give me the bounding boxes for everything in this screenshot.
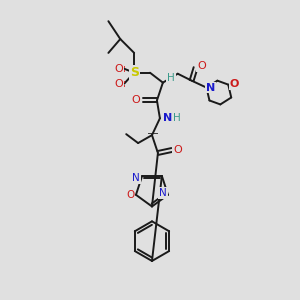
- Text: H: H: [167, 73, 175, 83]
- Text: N: N: [163, 113, 172, 123]
- Text: O: O: [114, 79, 123, 88]
- Text: O: O: [132, 95, 140, 106]
- Text: N: N: [206, 82, 215, 93]
- Text: O: O: [197, 61, 206, 71]
- Text: N: N: [159, 188, 167, 198]
- Text: O: O: [126, 190, 134, 200]
- Text: S: S: [130, 66, 139, 79]
- Text: O: O: [173, 145, 182, 155]
- Text: H: H: [173, 113, 181, 123]
- Text: O: O: [114, 64, 123, 74]
- Text: O: O: [230, 79, 239, 88]
- Text: N: N: [132, 173, 140, 183]
